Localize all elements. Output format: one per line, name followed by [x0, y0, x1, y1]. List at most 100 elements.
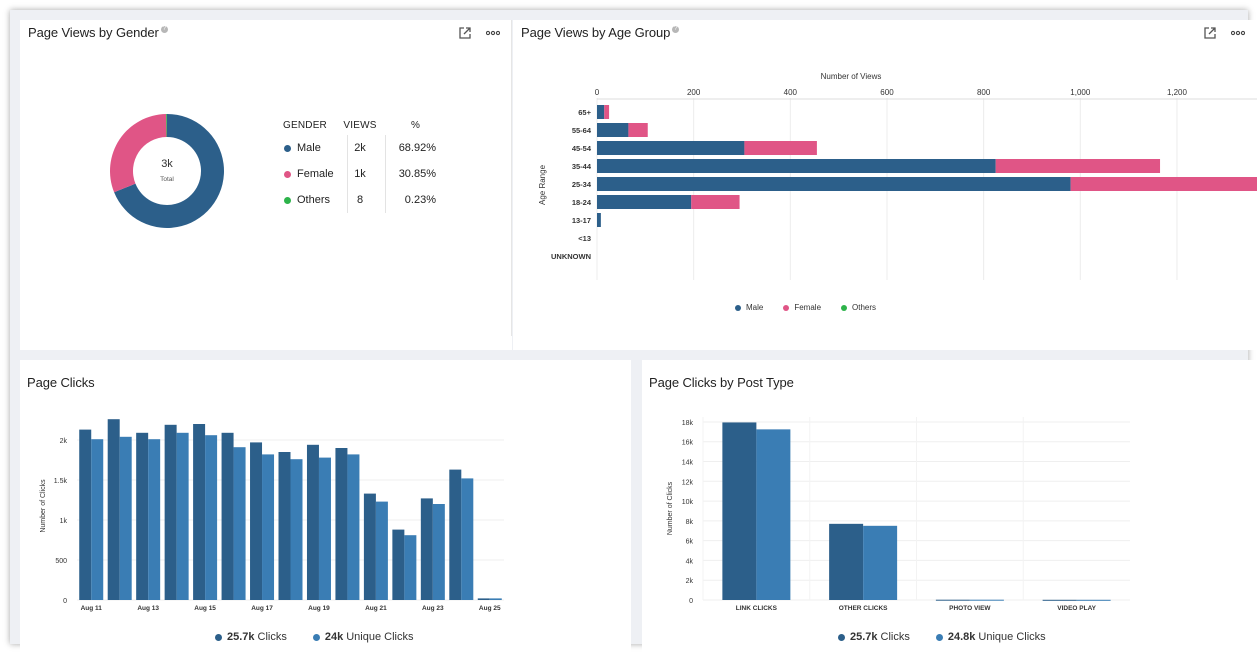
question-circle-icon[interactable]: ?	[160, 26, 168, 33]
gender-panel-title: Page Views by Gender?	[28, 25, 168, 40]
bar-clicks[interactable]	[250, 442, 263, 600]
pct-col-header: %	[410, 119, 421, 131]
post-type-chart: 0 2k 4k 6k 8k 10k 12k 14k 16k 18k Number of Clicks…	[667, 417, 1130, 612]
age-bar-female[interactable]	[1070, 177, 1257, 191]
donut-slice-male[interactable]	[114, 114, 224, 228]
bar-unique-clicks[interactable]	[318, 457, 331, 600]
bar-clicks[interactable]	[722, 422, 757, 600]
more-options-icon[interactable]	[1231, 26, 1245, 40]
donut-slice-female[interactable]	[109, 114, 167, 193]
external-link-icon[interactable]	[458, 26, 472, 40]
bar-unique-clicks[interactable]	[290, 459, 303, 600]
bar-unique-clicks[interactable]	[262, 454, 275, 600]
legend-unique-clicks[interactable]: 24.8k Unique Clicks	[935, 631, 1046, 643]
age-bar-male[interactable]	[597, 105, 605, 119]
bar-unique-clicks[interactable]	[756, 429, 791, 600]
page-clicks-legend: 25.7k Clicks 24k Unique Clicks	[215, 631, 413, 643]
gender-pct: 0.23%	[404, 194, 436, 206]
y-axis-title: Number of Clicks	[667, 481, 674, 535]
bar-unique-clicks[interactable]	[91, 439, 104, 600]
legend-others[interactable]: Others	[841, 303, 876, 312]
bar-unique-clicks[interactable]	[176, 432, 189, 600]
x-tick-label: Aug 15	[194, 605, 216, 612]
age-panel: Page Views by Age Group? Number of Views…	[513, 20, 1257, 350]
bar-clicks[interactable]	[136, 432, 149, 600]
bar-clicks[interactable]	[193, 424, 206, 600]
post-type-panel: Page Clicks by Post Type 0 2k 4k 6k 8k 10k 12k…	[642, 360, 1257, 653]
post-type-legend: 25.7k Clicks 24.8k Unique Clicks	[838, 631, 1046, 643]
age-panel-tools	[1203, 26, 1245, 40]
age-bar-male[interactable]	[597, 141, 745, 155]
bar-unique-clicks[interactable]	[205, 435, 218, 600]
bar-clicks[interactable]	[477, 598, 490, 600]
more-options-icon[interactable]	[486, 26, 500, 40]
bar-clicks[interactable]	[107, 419, 120, 600]
bar-clicks[interactable]	[79, 429, 92, 600]
bar-unique-clicks[interactable]	[347, 454, 360, 600]
legend-unique-clicks[interactable]: 24k Unique Clicks	[312, 631, 413, 643]
bar-clicks[interactable]	[420, 498, 433, 600]
x-tick-label: Aug 25	[479, 605, 501, 612]
age-bar-female[interactable]	[628, 123, 648, 137]
bar-clicks[interactable]	[392, 529, 405, 600]
bar-clicks[interactable]	[449, 469, 462, 600]
gender-table-header: GENDER VIEWS %	[283, 117, 436, 133]
bar-unique-clicks[interactable]	[489, 598, 502, 600]
y-tick-label: 12k	[682, 479, 694, 486]
gender-label: Others	[297, 194, 331, 206]
y-tick-label: 500	[55, 558, 67, 565]
legend-clicks[interactable]: 25.7k Clicks	[838, 631, 910, 643]
bar-unique-clicks[interactable]	[969, 599, 1004, 601]
y-tick-label: 4k	[686, 558, 694, 565]
age-bar-female[interactable]	[691, 195, 740, 209]
bar-unique-clicks[interactable]	[1076, 599, 1111, 601]
age-bar-male[interactable]	[597, 123, 629, 137]
views-col-header: VIEWS	[343, 119, 377, 131]
x-tick-label: Aug 17	[251, 605, 273, 612]
y-tick-label: 16k	[682, 440, 694, 447]
bar-unique-clicks[interactable]	[233, 447, 246, 600]
age-bar-female[interactable]	[995, 159, 1161, 173]
legend-male[interactable]: Male	[735, 303, 763, 312]
x-axis-title: Number of Views	[821, 72, 882, 81]
bar-clicks[interactable]	[221, 432, 234, 600]
age-bar-female[interactable]	[744, 141, 817, 155]
x-tick-label: LINK CLICKS	[736, 605, 778, 612]
page-clicks-title: Page Clicks	[27, 375, 95, 390]
legend-clicks[interactable]: 25.7k Clicks	[215, 631, 287, 643]
y-tick-label: 35-44	[572, 162, 592, 171]
bar-clicks[interactable]	[306, 444, 319, 600]
female-dot-icon	[284, 170, 291, 178]
age-bar-male[interactable]	[597, 159, 996, 173]
age-bar-male[interactable]	[597, 195, 692, 209]
legend-female[interactable]: Female	[783, 303, 821, 312]
bar-clicks[interactable]	[335, 448, 348, 600]
gender-views: 1k	[354, 168, 366, 180]
donut-center-value: 3k	[161, 158, 173, 170]
age-bar-male[interactable]	[597, 177, 1071, 191]
donut-slice-others[interactable]	[166, 114, 167, 138]
bar-clicks[interactable]	[363, 493, 376, 600]
question-circle-icon[interactable]: ?	[672, 26, 680, 33]
age-panel-title: Page Views by Age Group?	[521, 25, 680, 40]
bar-unique-clicks[interactable]	[461, 478, 474, 600]
age-bar-female[interactable]	[604, 105, 610, 119]
x-tick-label: 200	[687, 88, 701, 97]
bar-unique-clicks[interactable]	[404, 535, 417, 600]
bar-clicks[interactable]	[829, 523, 864, 600]
age-group-chart: Number of Views02004006008001,0001,2001,…	[538, 72, 1257, 280]
external-link-icon[interactable]	[1203, 26, 1217, 40]
bar-clicks[interactable]	[935, 599, 970, 601]
age-legend: Male Female Others	[735, 303, 876, 312]
bar-unique-clicks[interactable]	[375, 501, 388, 600]
age-bar-male[interactable]	[597, 213, 601, 227]
x-tick-label: Aug 13	[137, 605, 159, 612]
bar-unique-clicks[interactable]	[432, 504, 445, 600]
bar-unique-clicks[interactable]	[119, 436, 132, 600]
bar-clicks[interactable]	[1042, 599, 1077, 601]
bar-clicks[interactable]	[278, 452, 291, 600]
y-tick-label: <13	[578, 234, 591, 243]
bar-clicks[interactable]	[164, 424, 177, 600]
bar-unique-clicks[interactable]	[863, 525, 898, 600]
bar-unique-clicks[interactable]	[148, 439, 161, 600]
